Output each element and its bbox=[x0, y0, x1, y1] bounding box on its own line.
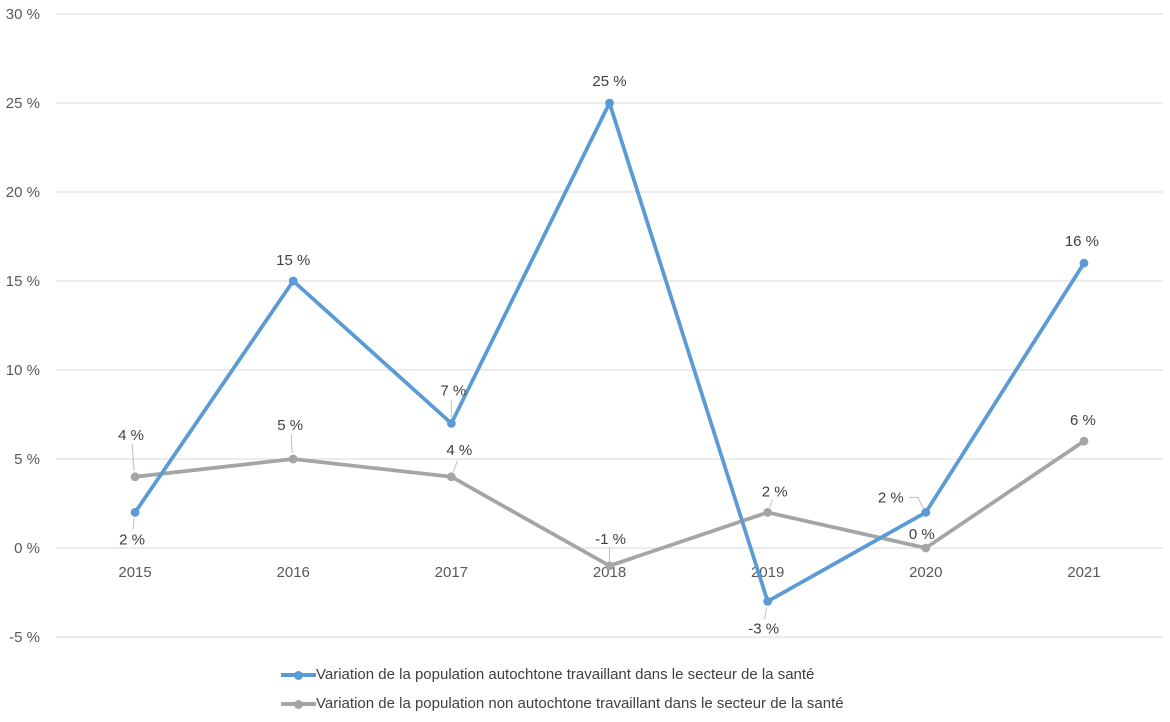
x-axis-tick-label: 2020 bbox=[909, 564, 942, 581]
data-point-marker bbox=[1079, 258, 1089, 268]
data-label: 5 % bbox=[277, 417, 303, 434]
data-label: -1 % bbox=[595, 531, 626, 548]
data-point-marker bbox=[605, 98, 614, 108]
x-axis-tick-label: 2017 bbox=[435, 564, 468, 581]
data-label: 6 % bbox=[1070, 412, 1096, 429]
data-point-marker bbox=[605, 561, 614, 571]
leader-line bbox=[132, 518, 135, 530]
data-point-marker bbox=[1079, 436, 1089, 446]
data-label: 2 % bbox=[762, 483, 788, 500]
leader-line bbox=[764, 607, 768, 620]
leader-line bbox=[452, 460, 458, 472]
data-label: -3 % bbox=[748, 620, 779, 637]
data-label: 7 % bbox=[440, 382, 466, 399]
y-axis-tick-label: 30 % bbox=[6, 6, 40, 23]
data-label: 25 % bbox=[592, 73, 626, 90]
series-line bbox=[133, 101, 1086, 604]
y-axis-tick-label: 5 % bbox=[14, 451, 40, 468]
leader-line bbox=[131, 443, 135, 471]
legend-line-marker-non-autochtone bbox=[281, 699, 316, 709]
y-axis-tick-label: 10 % bbox=[6, 362, 40, 379]
legend-label-autochtone: Variation de la population autochtone tr… bbox=[316, 666, 815, 683]
data-label: 0 % bbox=[909, 526, 935, 543]
leader-line bbox=[908, 496, 925, 510]
x-axis-tick-label: 2016 bbox=[277, 564, 310, 581]
legend-dot-icon bbox=[294, 670, 303, 680]
legend-label-non-autochtone: Variation de la population non autochton… bbox=[316, 695, 844, 712]
data-label: 4 % bbox=[446, 442, 472, 459]
legend-item-autochtone: Variation de la population autochtone tr… bbox=[281, 664, 844, 686]
data-point-marker bbox=[130, 508, 140, 517]
y-axis-tick-label: 20 % bbox=[6, 184, 40, 201]
legend-item-non-autochtone: Variation de la population non autochton… bbox=[281, 693, 844, 715]
data-point-marker bbox=[446, 472, 456, 482]
data-label: 4 % bbox=[118, 427, 144, 444]
data-point-marker bbox=[921, 508, 931, 517]
legend: Variation de la population autochtone tr… bbox=[281, 664, 844, 715]
legend-dot-icon bbox=[294, 699, 303, 709]
data-point-marker bbox=[288, 454, 298, 464]
legend-line-marker-autochtone bbox=[281, 670, 316, 680]
data-point-marker bbox=[130, 472, 140, 482]
x-axis-tick-label: 2015 bbox=[118, 564, 151, 581]
y-axis-tick-label: 0 % bbox=[14, 540, 40, 557]
leader-line bbox=[769, 499, 774, 508]
y-axis-tick-label: -5 % bbox=[9, 629, 40, 646]
y-axis-tick-label: 15 % bbox=[6, 273, 40, 290]
data-label: 2 % bbox=[119, 531, 145, 548]
data-label: 15 % bbox=[276, 252, 310, 269]
data-point-marker bbox=[288, 276, 298, 286]
y-axis-tick-label: 25 % bbox=[6, 95, 40, 112]
data-label: 2 % bbox=[878, 489, 904, 506]
data-point-marker bbox=[921, 543, 931, 553]
x-axis-tick-label: 2018 bbox=[593, 564, 626, 581]
data-label: 16 % bbox=[1065, 233, 1099, 250]
data-point-marker bbox=[763, 508, 773, 517]
x-axis-tick-label: 2021 bbox=[1067, 564, 1100, 581]
leader-line bbox=[290, 433, 293, 454]
data-point-marker bbox=[763, 597, 773, 606]
data-point-marker bbox=[446, 419, 456, 428]
